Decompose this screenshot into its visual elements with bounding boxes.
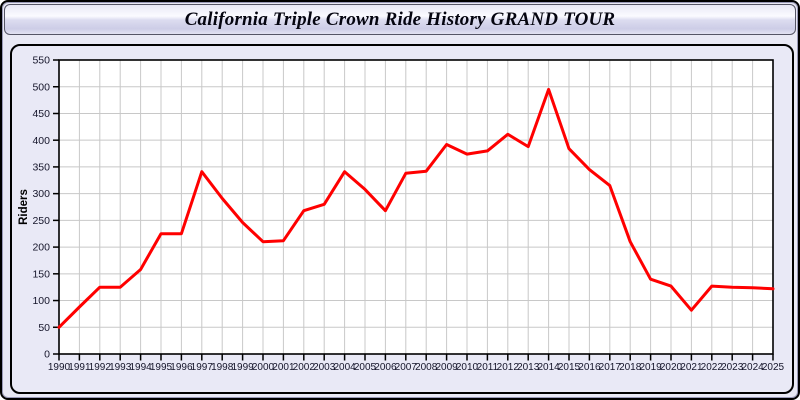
x-tick-label: 2016 [578,362,601,373]
x-tick-label: 2013 [517,362,540,373]
x-tick-label: 2022 [701,362,724,373]
y-tick-label: 200 [32,242,50,254]
y-axis-title: Riders [18,189,30,225]
x-tick-label: 1993 [109,362,132,373]
x-tick-label: 1998 [211,362,234,373]
x-tick-label: 2021 [680,362,703,373]
x-tick-label: 2023 [721,362,744,373]
y-tick-label: 550 [32,55,50,67]
x-tick-label: 1990 [48,362,71,373]
x-tick-label: 2025 [762,362,785,373]
x-tick-label: 2024 [741,362,764,373]
window-title: California Triple Crown Ride History GRA… [184,8,616,30]
x-tick-label: 2019 [639,362,662,373]
x-tick-label: 2010 [456,362,479,373]
x-tick-label: 2020 [660,362,683,373]
x-tick-label: 2015 [558,362,581,373]
x-tick-label: 2011 [477,362,499,373]
y-tick-label: 500 [32,81,50,93]
x-tick-label: 2017 [599,362,622,373]
y-tick-label: 300 [32,188,50,200]
x-tick-label: 2002 [293,362,316,373]
plot-border [58,59,774,355]
x-tick-label: 2006 [374,362,397,373]
ride-history-line [57,87,775,329]
x-tick-label: 2018 [619,362,642,373]
x-tick-label: 2005 [354,362,377,373]
x-tick-label: 1994 [129,362,152,373]
x-tick-label: 2000 [252,362,275,373]
x-tick-label: 2007 [395,362,418,373]
y-tick-label: 100 [32,295,50,307]
x-tick-label: 2009 [435,362,458,373]
window-titlebar: California Triple Crown Ride History GRA… [4,4,796,35]
y-tick-label: 350 [32,162,50,174]
x-tick-label: 1997 [191,362,214,373]
y-tick-label: 250 [32,215,50,227]
x-tick-label: 2012 [497,362,520,373]
y-tick-label: 50 [38,322,50,334]
x-tick-label: 1995 [150,362,173,373]
y-tick-label: 400 [32,135,50,147]
x-tick-label: 2008 [415,362,438,373]
y-tick-label: 150 [32,268,50,280]
x-tick-label: 2004 [333,362,356,373]
x-tick-label: 1992 [89,362,112,373]
x-tick-label: 1991 [68,362,91,373]
x-tick-label: 2014 [537,362,560,373]
x-tick-label: 1999 [231,362,254,373]
plot-area [59,60,773,354]
y-tick-label: 450 [32,108,50,120]
x-tick-label: 2003 [313,362,336,373]
x-tick-label: 2001 [272,362,295,373]
x-tick-label: 1996 [170,362,193,373]
y-tick-label: 0 [44,349,50,361]
